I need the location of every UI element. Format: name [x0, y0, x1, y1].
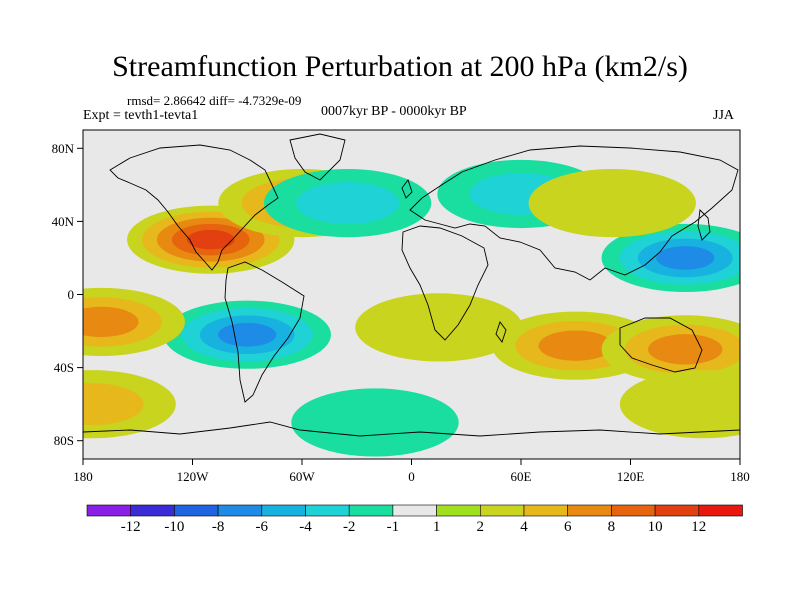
colorbar-swatch — [567, 504, 612, 517]
coast-uk — [401, 179, 413, 199]
colorbar-swatch — [130, 504, 175, 517]
colorbar-swatch — [611, 504, 656, 517]
colorbar-swatch — [348, 504, 394, 517]
colorbar-label: -12 — [121, 519, 141, 535]
field-contour — [291, 388, 459, 457]
coast-africa — [401, 225, 489, 341]
colorbar-labels: -12 -10 -8 -6 -4 -2 -1 1 2 4 6 8 10 12 — [121, 519, 707, 535]
coast-europe-asia — [409, 145, 739, 281]
colorbar-label: 1 — [433, 519, 441, 535]
colorbar-label: 6 — [564, 519, 572, 535]
colorbar-label: 10 — [648, 519, 663, 535]
colorbar-label: -2 — [343, 519, 356, 535]
colorbar-label: -4 — [299, 519, 312, 535]
coast-greenland — [289, 133, 346, 181]
field-contour — [218, 322, 277, 347]
x-ticks — [82, 459, 741, 465]
field-contour — [619, 370, 740, 439]
colorbar-label: -1 — [387, 519, 400, 535]
coast-australia — [619, 317, 703, 373]
y-tick-label: 40N — [52, 214, 75, 229]
colorbar-swatch — [217, 504, 263, 517]
x-tick-label: 120W — [177, 469, 210, 484]
coastlines — [83, 133, 740, 437]
field-layer — [83, 159, 740, 457]
coast-japan — [697, 209, 711, 241]
colorbar-swatch — [174, 504, 219, 517]
colorbar-swatch — [698, 504, 743, 517]
colorbar-label: 4 — [520, 519, 528, 535]
colorbar-swatch — [523, 504, 569, 517]
colorbar-label: -10 — [164, 519, 184, 535]
colorbar-label: 2 — [477, 519, 485, 535]
coast-madagascar — [495, 321, 507, 343]
colorbar-swatch — [654, 504, 700, 517]
colorbar-swatch — [392, 504, 437, 517]
coast-south-america — [224, 261, 305, 403]
coast-antarctica — [83, 421, 740, 437]
field-contour — [528, 169, 696, 238]
y-tick-label: 0 — [68, 287, 75, 302]
field-contour — [355, 293, 523, 362]
colorbar-label: 12 — [691, 519, 706, 535]
field-plot — [83, 130, 740, 459]
coast-north-america — [109, 144, 279, 271]
y-tick-label: 80N — [52, 141, 75, 156]
season-label: JJA — [713, 108, 735, 123]
x-tick-label: 120E — [617, 469, 645, 484]
x-tick-labels: 180 120W 60W 0 60E 120E 180 — [73, 469, 750, 484]
field-contour — [648, 334, 723, 365]
x-tick-label: 180 — [73, 469, 93, 484]
period-label: 0007kyr BP - 0000kyr BP — [321, 104, 467, 119]
colorbar-swatch — [86, 504, 132, 517]
colorbar — [86, 504, 743, 517]
y-tick-label: 40S — [54, 360, 74, 375]
colorbar-label: -6 — [256, 519, 269, 535]
field-contour — [296, 182, 400, 225]
colorbar-label: 8 — [608, 519, 616, 535]
y-tick-label: 80S — [54, 433, 74, 448]
colorbar-swatch — [261, 504, 306, 517]
x-tick-label: 0 — [408, 469, 415, 484]
y-tick-labels: 80N 40N 0 40S 80S — [52, 141, 75, 448]
colorbar-swatch — [436, 504, 481, 517]
x-tick-label: 60E — [511, 469, 532, 484]
field-contour — [83, 383, 144, 426]
field-contour — [656, 246, 715, 270]
field-contour — [186, 229, 235, 250]
experiment-label: Expt = tevth1-tevta1 — [83, 108, 199, 123]
colorbar-swatch — [305, 504, 350, 517]
x-tick-label: 60W — [289, 469, 315, 484]
colorbar-label: -8 — [212, 519, 225, 535]
field-contour — [83, 306, 139, 338]
stats-label: rmsd= 2.86642 diff= -4.7329e-09 — [127, 93, 302, 108]
field-contour — [538, 330, 613, 361]
x-tick-label: 180 — [730, 469, 750, 484]
y-ticks — [77, 147, 83, 442]
colorbar-swatch — [479, 504, 525, 517]
chart-title: Streamfunction Perturbation at 200 hPa (… — [112, 50, 688, 83]
